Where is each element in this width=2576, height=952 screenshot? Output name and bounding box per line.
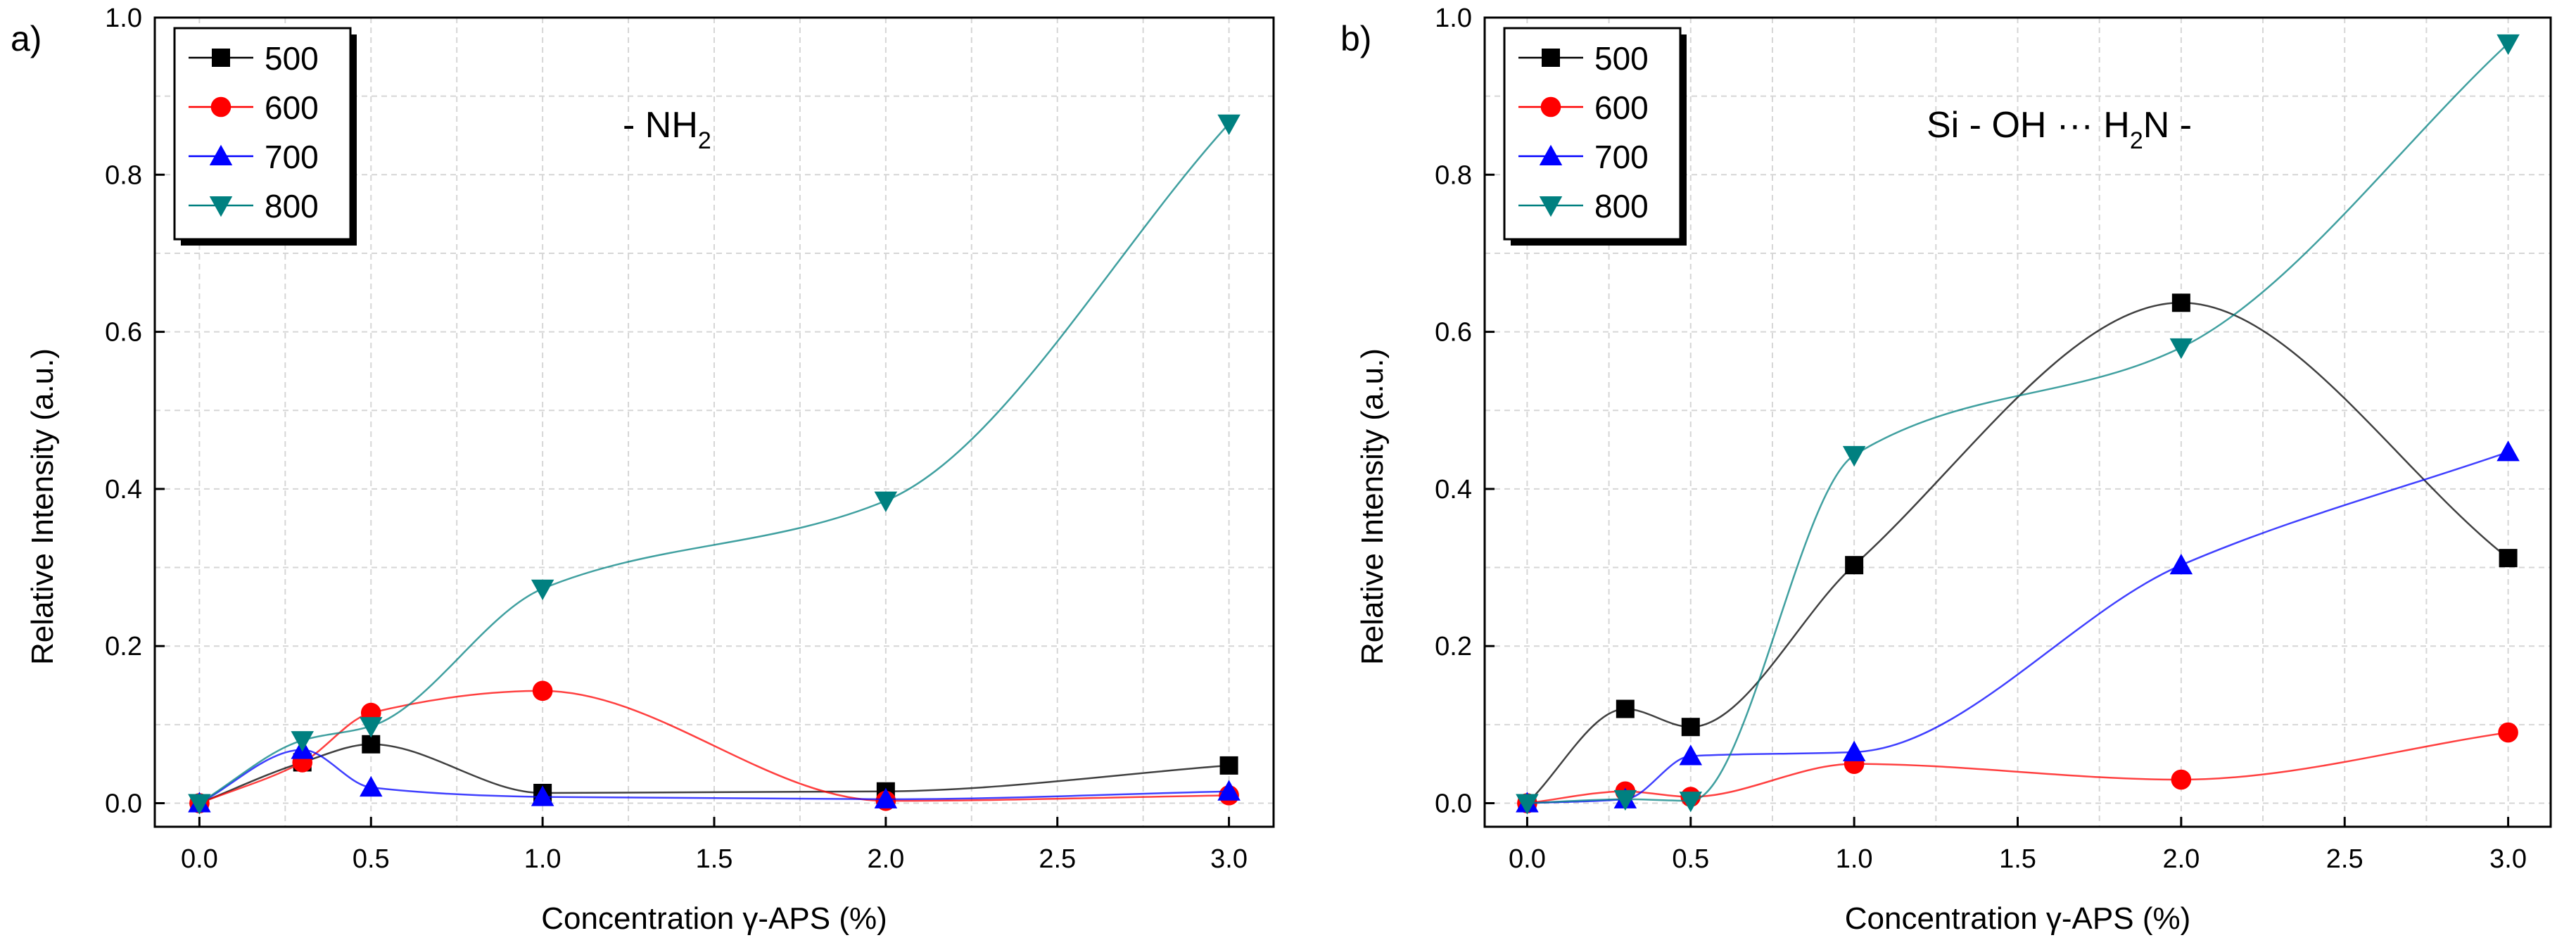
data-point [2171, 769, 2192, 790]
data-point [2496, 34, 2520, 56]
legend: 500 600 700 800 [1503, 27, 1687, 246]
x-tick-label: 3.0 [2489, 844, 2527, 874]
y-tick-label: 0.2 [1435, 632, 1472, 661]
chart-panel-b: 0.0 0.5 1.0 1.5 2.0 2.5 3.0 0.0 0.2 0.4 0.6 0.8 1.0 C… [1340, 4, 2552, 936]
legend-swatch-marker [209, 144, 233, 165]
data-point [291, 731, 314, 752]
x-axis-title: Concentration γ-APS (%) [1845, 901, 2191, 936]
data-point [1217, 114, 1241, 135]
data-point [2496, 440, 2520, 462]
y-tick-label: 0.0 [1435, 789, 1472, 819]
legend-swatch-marker [1539, 144, 1563, 165]
legend-label: 500 [265, 40, 319, 77]
legend-swatch-marker [1540, 96, 1561, 118]
data-point [532, 680, 553, 702]
chart-panel-a: 0.0 0.5 1.0 1.5 2.0 2.5 3.0 0.0 0.2 0.4 0.6 0.8 1.0 C… [11, 4, 1275, 936]
data-point [531, 785, 554, 806]
data-point [1679, 744, 1703, 766]
panel-label: b) [1340, 19, 1371, 58]
x-tick-label: 2.5 [1039, 844, 1076, 874]
x-tick-label: 1.0 [1836, 844, 1873, 874]
series-800 [188, 114, 1241, 815]
x-axis-title: Concentration γ-APS (%) [541, 901, 887, 936]
data-point [1219, 756, 1238, 775]
x-tick-label: 2.0 [2162, 844, 2200, 874]
data-point [360, 775, 383, 797]
x-tick-label: 2.0 [867, 844, 904, 874]
data-point [2169, 553, 2193, 575]
x-tick-label: 1.5 [1999, 844, 2036, 874]
data-point [1842, 445, 1866, 467]
data-point [1681, 718, 1700, 737]
legend-swatch-marker [1539, 196, 1563, 217]
y-tick-label: 0.6 [105, 318, 142, 348]
data-point [1679, 792, 1703, 813]
series-line [198, 743, 1229, 804]
data-point [2499, 549, 2518, 568]
legend: 500 600 700 800 [173, 27, 357, 246]
legend-swatch-marker [209, 196, 233, 217]
y-tick-label: 0.6 [1435, 318, 1472, 348]
y-tick-label: 0.2 [105, 632, 142, 661]
legend-swatch-marker [1542, 49, 1560, 67]
annotation: - NH2 [623, 105, 711, 154]
data-point [874, 491, 898, 512]
x-tick-label: 1.0 [524, 844, 561, 874]
legend-swatch-marker [212, 49, 230, 67]
data-point [1613, 789, 1637, 811]
data-point [188, 794, 211, 815]
legend-swatch-marker [210, 96, 231, 118]
legend-label: 800 [1594, 188, 1649, 224]
series-800 [1516, 34, 2520, 815]
legend-box [1503, 27, 1682, 241]
data-point [2171, 293, 2190, 312]
annotation: Si - OH ··· H2N - [1927, 105, 2192, 154]
data-point [1516, 794, 1539, 815]
data-point [360, 717, 383, 738]
y-tick-label: 0.8 [1435, 160, 1472, 190]
legend-label: 700 [265, 139, 319, 175]
x-tick-label: 1.5 [696, 844, 733, 874]
data-point [1842, 740, 1866, 761]
x-tick-label: 3.0 [1210, 844, 1248, 874]
x-tick-label: 0.0 [1509, 844, 1546, 874]
y-tick-label: 0.4 [1435, 475, 1472, 504]
x-tick-label: 0.5 [353, 844, 390, 874]
y-tick-label: 0.8 [105, 160, 142, 190]
panel-label: a) [11, 19, 42, 58]
y-axis-title: Relative Intensity (a.u.) [1355, 348, 1390, 665]
legend-label: 600 [1594, 89, 1649, 126]
y-tick-label: 1.0 [105, 4, 142, 33]
legend-label: 600 [265, 89, 319, 126]
x-tick-label: 0.5 [1672, 844, 1709, 874]
legend-label: 700 [1594, 139, 1649, 175]
y-tick-label: 0.0 [105, 789, 142, 819]
legend-label: 500 [1594, 40, 1649, 77]
data-point [1616, 699, 1635, 718]
legend-label: 800 [265, 188, 319, 224]
data-point [2498, 722, 2518, 743]
data-point [531, 579, 554, 600]
data-point [362, 735, 381, 754]
y-axis-title: Relative Intensity (a.u.) [25, 348, 60, 665]
legend-box [173, 27, 352, 241]
x-tick-label: 2.5 [2326, 844, 2364, 874]
y-tick-label: 1.0 [1435, 4, 1472, 33]
y-tick-label: 0.4 [105, 475, 142, 504]
data-point [874, 787, 898, 808]
data-point [1217, 780, 1241, 801]
data-point [1845, 556, 1864, 575]
data-point [2169, 338, 2193, 360]
x-tick-label: 0.0 [181, 844, 218, 874]
